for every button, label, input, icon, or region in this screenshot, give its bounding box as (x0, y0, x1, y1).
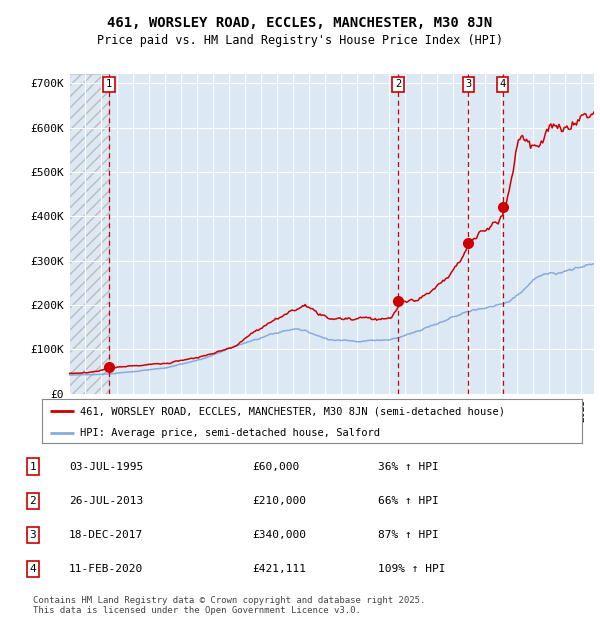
Bar (69, 74, 109, 394)
Text: 11-FEB-2020: 11-FEB-2020 (69, 564, 143, 574)
Text: £340,000: £340,000 (252, 529, 306, 540)
Text: 109% ↑ HPI: 109% ↑ HPI (378, 564, 445, 574)
Text: 2: 2 (29, 495, 37, 506)
Text: HPI: Average price, semi-detached house, Salford: HPI: Average price, semi-detached house,… (80, 428, 380, 438)
Text: 26-JUL-2013: 26-JUL-2013 (69, 495, 143, 506)
Text: 87% ↑ HPI: 87% ↑ HPI (378, 529, 439, 540)
Text: 461, WORSLEY ROAD, ECCLES, MANCHESTER, M30 8JN: 461, WORSLEY ROAD, ECCLES, MANCHESTER, M… (107, 16, 493, 30)
Text: Price paid vs. HM Land Registry's House Price Index (HPI): Price paid vs. HM Land Registry's House … (97, 34, 503, 47)
Text: 4: 4 (29, 564, 37, 574)
Text: 4: 4 (500, 79, 506, 89)
Text: 3: 3 (465, 79, 472, 89)
Text: 1: 1 (106, 79, 112, 89)
Text: 2: 2 (395, 79, 401, 89)
Text: 18-DEC-2017: 18-DEC-2017 (69, 529, 143, 540)
Text: 66% ↑ HPI: 66% ↑ HPI (378, 495, 439, 506)
Text: 461, WORSLEY ROAD, ECCLES, MANCHESTER, M30 8JN (semi-detached house): 461, WORSLEY ROAD, ECCLES, MANCHESTER, M… (80, 406, 505, 416)
Text: £421,111: £421,111 (252, 564, 306, 574)
Text: £210,000: £210,000 (252, 495, 306, 506)
Text: 3: 3 (29, 529, 37, 540)
Text: 36% ↑ HPI: 36% ↑ HPI (378, 461, 439, 472)
Text: £60,000: £60,000 (252, 461, 299, 472)
Text: Contains HM Land Registry data © Crown copyright and database right 2025.
This d: Contains HM Land Registry data © Crown c… (33, 596, 425, 615)
Text: 03-JUL-1995: 03-JUL-1995 (69, 461, 143, 472)
Text: 1: 1 (29, 461, 37, 472)
